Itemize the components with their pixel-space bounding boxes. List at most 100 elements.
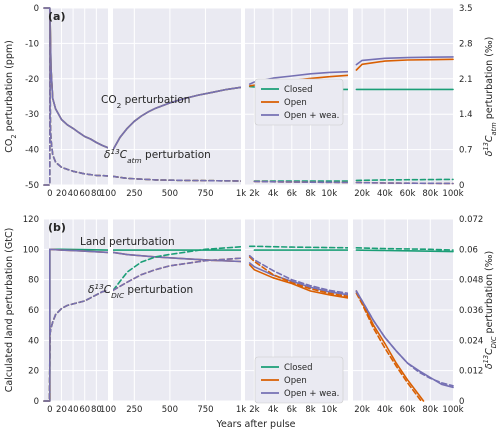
legend-label: Open + wea. — [284, 389, 339, 399]
x-tick-label: 100 — [100, 405, 116, 415]
y-axis-label-left: CO2 perturbation (ppm) — [4, 40, 18, 153]
annotation-co2: CO2 perturbation — [101, 94, 190, 110]
legend-box — [254, 78, 344, 126]
x-tick-label: 60 — [79, 189, 90, 199]
x-tick-label: 500 — [162, 405, 178, 415]
y-right-tick-label: 0 — [459, 397, 464, 407]
x-tick-label: 100k — [442, 405, 463, 415]
x-tick-label: 0 — [47, 189, 52, 199]
panel-a-segment-4 — [353, 8, 453, 185]
y-tick-label: 20 — [28, 367, 39, 377]
x-tick-label: 40k — [377, 189, 393, 199]
x-tick-label: 1k — [236, 189, 246, 199]
axis-breaks — [108, 6, 353, 403]
panel-label: (a) — [48, 10, 65, 23]
x-tick-label: 750 — [197, 405, 213, 415]
axis-break — [241, 217, 245, 403]
x-tick-label: 6k — [287, 189, 297, 199]
x-tick-label: 40 — [68, 189, 79, 199]
x-tick-label: 60 — [79, 405, 90, 415]
y-tick-label: 120 — [23, 215, 39, 225]
series-line-closed-dashed — [112, 246, 242, 292]
series-line-open-solid — [355, 290, 425, 402]
y-tick-label: 100 — [23, 245, 39, 255]
y-right-tick-label: 2.8 — [459, 39, 473, 49]
x-tick-label: 20 — [56, 189, 67, 199]
x-tick-label: 0 — [47, 405, 52, 415]
series-line-closed-dashed — [355, 247, 454, 251]
panel-backgrounds — [44, 8, 453, 401]
series-line-open-dashed — [248, 256, 349, 298]
x-tick-label: 8k — [305, 189, 315, 199]
series-line-open-wea-dashed — [248, 254, 349, 295]
text-labels: 0-10-20-30-40-50 00.71.42.12.83.50 20 40 60 8… — [4, 4, 498, 415]
x-tick-label: 60k — [400, 189, 416, 199]
x-tick-label: 40k — [377, 405, 393, 415]
y-tick-label: -10 — [25, 39, 39, 49]
x-tick-label: 2k — [249, 189, 259, 199]
series-line-closed-dashed — [248, 245, 349, 249]
legend-label: Closed — [284, 363, 313, 373]
series-lines — [43, 7, 454, 402]
axis-break — [108, 6, 113, 187]
axis-break — [348, 217, 353, 403]
y-axis-label-right: δ13Catm perturbation (‰) — [482, 37, 498, 157]
y-tick-label: 80 — [28, 276, 39, 286]
x-tick-label: 40 — [68, 405, 79, 415]
x-tick-label: 20 — [56, 405, 67, 415]
x-tick-label: 80k — [422, 405, 438, 415]
series-line-open-wea-dashed — [355, 290, 454, 387]
series-line-open-wea-dashed — [253, 180, 349, 184]
series-line-open-wea-solid — [112, 86, 242, 151]
legends: Closed Open Open + wea. Closed Open Open + we… — [254, 78, 344, 404]
y-right-tick-label: 0.012 — [459, 367, 483, 377]
y-right-tick-label: 0 — [459, 181, 464, 191]
series-line-open-wea-solid — [248, 262, 349, 296]
x-tick-label: 4k — [268, 189, 278, 199]
panel-a-segment-1 — [44, 8, 108, 185]
y-tick-label: -40 — [25, 146, 39, 156]
y-right-tick-label: 3.5 — [459, 4, 473, 14]
series-line-open-dashed — [355, 292, 423, 402]
x-tick-label: 60k — [400, 405, 416, 415]
y-axis-label-left: Calculated land perturbation (GtC) — [4, 228, 15, 393]
x-tick-label: 750 — [197, 189, 213, 199]
y-right-tick-label: 2.1 — [459, 75, 473, 85]
y-tick-label: -20 — [25, 75, 39, 85]
legend-label: Open + wea. — [284, 111, 339, 121]
x-tick-label: 2k — [249, 405, 259, 415]
series-line-closed-solid — [355, 249, 454, 253]
x-axis-label: Years after pulse — [215, 419, 295, 430]
y-axis-label-right: δ13CDIC perturbation (‰) — [482, 251, 498, 369]
axis-break — [348, 6, 353, 187]
x-tick-label: 6k — [287, 405, 297, 415]
x-tick-label: 80 — [91, 189, 102, 199]
y-tick-label: -30 — [25, 110, 39, 120]
x-tick-label: 250 — [126, 405, 142, 415]
axis-break — [241, 6, 245, 187]
x-tick-label: 8k — [305, 405, 315, 415]
y-tick-label: 60 — [28, 306, 39, 316]
y-tick-label: -50 — [25, 181, 39, 191]
y-tick-label: 0 — [34, 397, 39, 407]
x-tick-label: 20k — [354, 189, 370, 199]
x-tick-label: 1k — [236, 405, 246, 415]
y-right-tick-label: 0.06 — [459, 245, 478, 255]
axis-break — [108, 217, 113, 403]
y-tick-label: 40 — [28, 336, 39, 346]
series-line-open-wea-dashed — [112, 257, 242, 292]
x-tick-label: 500 — [162, 189, 178, 199]
series-line-open-wea-dashed — [43, 289, 109, 402]
x-tick-label: 250 — [126, 189, 142, 199]
x-tick-label: 10k — [321, 189, 337, 199]
annotation-d13c: δ13Catm perturbation — [104, 147, 211, 165]
y-right-tick-label: 0.036 — [459, 306, 483, 316]
series-line-closed-dashed — [355, 178, 454, 182]
y-right-tick-label: 0.7 — [459, 146, 473, 156]
y-right-tick-label: 1.4 — [459, 110, 473, 120]
annotation-land: Land perturbation — [80, 236, 175, 248]
y-tick-label: 0 — [34, 4, 39, 14]
legend-box — [254, 356, 344, 404]
legend-label: Open — [284, 376, 307, 386]
